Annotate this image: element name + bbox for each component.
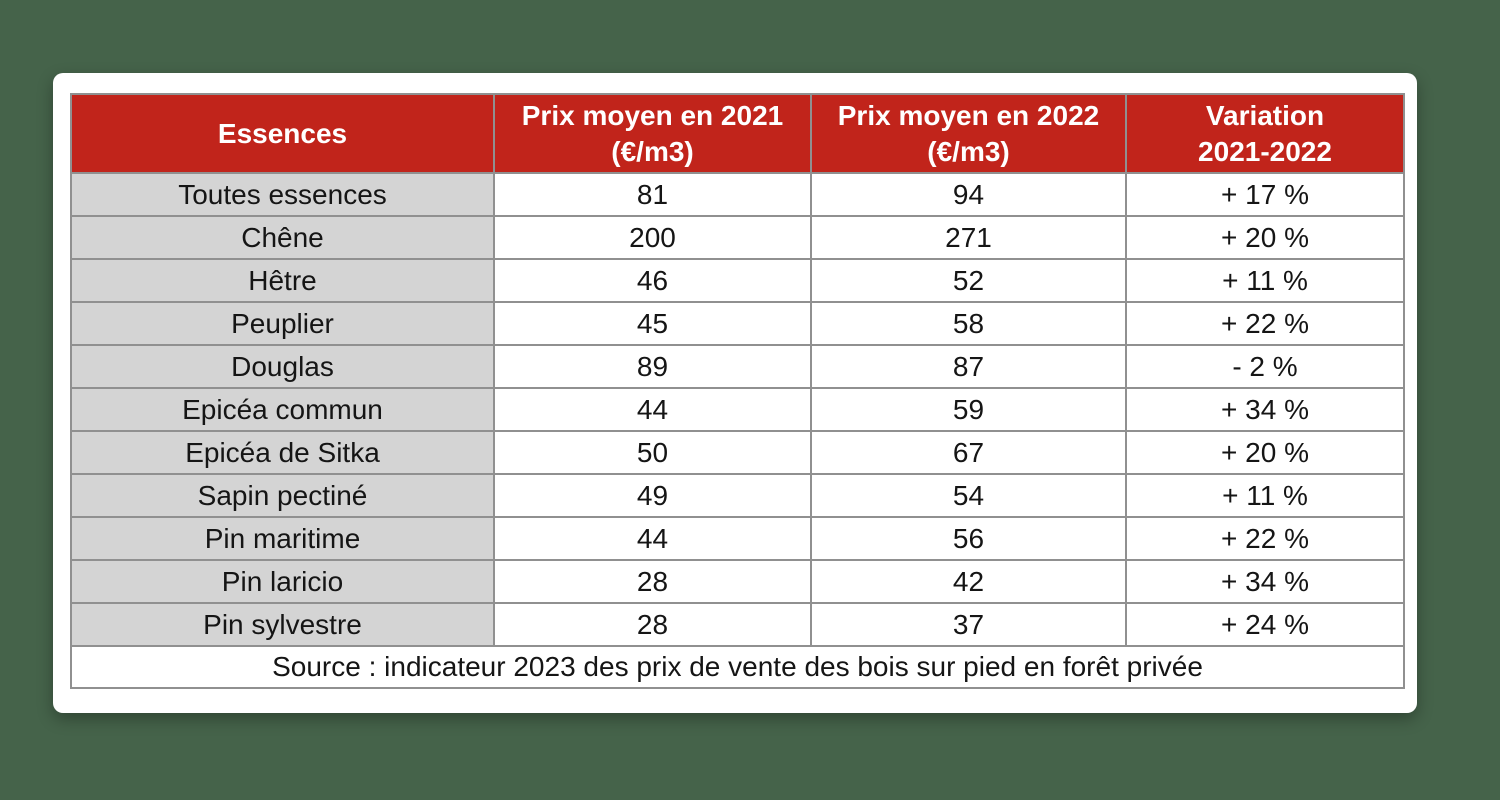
price-2021-cell: 28 xyxy=(493,602,812,647)
price-2021-cell: 89 xyxy=(493,344,812,389)
price-2021-cell: 200 xyxy=(493,215,812,260)
table-row: Pin laricio 28 42 + 34 % xyxy=(70,559,1405,604)
table-row: Douglas 89 87- 2 % xyxy=(70,344,1405,389)
table-header: Essences Prix moyen en 2021 (€/m3) Prix … xyxy=(70,93,1405,174)
price-2021-cell: 28 xyxy=(493,559,812,604)
price-2021-cell: 50 xyxy=(493,430,812,475)
essence-cell: Douglas xyxy=(70,344,495,389)
table-row: Chêne 200 271 + 20 % xyxy=(70,215,1405,260)
source-row: Source : indicateur 2023 des prix de ven… xyxy=(70,645,1405,689)
price-2022-cell: 87 xyxy=(810,344,1127,389)
header-cell-price-2022: Prix moyen en 2022 (€/m3) xyxy=(810,93,1127,174)
price-table: Essences Prix moyen en 2021 (€/m3) Prix … xyxy=(70,93,1405,689)
essence-cell: Pin maritime xyxy=(70,516,495,561)
header-row: Essences Prix moyen en 2021 (€/m3) Prix … xyxy=(70,93,1405,174)
price-2021-cell: 44 xyxy=(493,387,812,432)
essence-cell: Peuplier xyxy=(70,301,495,346)
price-2022-cell: 58 xyxy=(810,301,1127,346)
table-row: Epicéa de Sitka 50 67 + 20 % xyxy=(70,430,1405,475)
table-row: Pin sylvestre 28 37 + 24 % xyxy=(70,602,1405,647)
table-footer: Source : indicateur 2023 des prix de ven… xyxy=(70,645,1405,689)
price-2022-cell: 37 xyxy=(810,602,1127,647)
variation-cell: + 11 % xyxy=(1125,473,1405,518)
table-row: Sapin pectiné 49 54 + 11 % xyxy=(70,473,1405,518)
price-2022-cell: 59 xyxy=(810,387,1127,432)
price-2022-cell: 52 xyxy=(810,258,1127,303)
table-row: Pin maritime 44 56 + 22 % xyxy=(70,516,1405,561)
variation-cell: + 34 % xyxy=(1125,387,1405,432)
price-2022-cell: 67 xyxy=(810,430,1127,475)
table-row: Toutes essences 81 94 + 17 % xyxy=(70,172,1405,217)
price-2022-cell: 94 xyxy=(810,172,1127,217)
price-2022-cell: 54 xyxy=(810,473,1127,518)
essence-cell: Epicéa commun xyxy=(70,387,495,432)
variation-cell: + 22 % xyxy=(1125,301,1405,346)
price-2022-cell: 42 xyxy=(810,559,1127,604)
price-2021-cell: 45 xyxy=(493,301,812,346)
header-cell-essences: Essences xyxy=(70,93,495,174)
essence-cell: Sapin pectiné xyxy=(70,473,495,518)
variation-cell: - 2 % xyxy=(1125,344,1405,389)
essence-cell: Hêtre xyxy=(70,258,495,303)
price-2021-cell: 44 xyxy=(493,516,812,561)
header-cell-variation: Variation 2021-2022 xyxy=(1125,93,1405,174)
source-text: Source : indicateur 2023 des prix de ven… xyxy=(70,645,1405,689)
price-2021-cell: 81 xyxy=(493,172,812,217)
table-body: Toutes essences 81 94 + 17 % Chêne 200 271 + 20… xyxy=(70,172,1405,647)
essence-cell: Epicéa de Sitka xyxy=(70,430,495,475)
essence-cell: Pin sylvestre xyxy=(70,602,495,647)
variation-cell: + 24 % xyxy=(1125,602,1405,647)
table-row: Hêtre 46 52 + 11 % xyxy=(70,258,1405,303)
essence-cell: Toutes essences xyxy=(70,172,495,217)
header-cell-price-2021: Prix moyen en 2021 (€/m3) xyxy=(493,93,812,174)
table-row: Peuplier 45 58 + 22 % xyxy=(70,301,1405,346)
variation-cell: + 17 % xyxy=(1125,172,1405,217)
variation-cell: + 22 % xyxy=(1125,516,1405,561)
table-row: Epicéa commun 44 59 + 34 % xyxy=(70,387,1405,432)
variation-cell: + 11 % xyxy=(1125,258,1405,303)
essence-cell: Chêne xyxy=(70,215,495,260)
price-2022-cell: 271 xyxy=(810,215,1127,260)
essence-cell: Pin laricio xyxy=(70,559,495,604)
variation-cell: + 20 % xyxy=(1125,430,1405,475)
price-2021-cell: 46 xyxy=(493,258,812,303)
price-2022-cell: 56 xyxy=(810,516,1127,561)
variation-cell: + 34 % xyxy=(1125,559,1405,604)
price-2021-cell: 49 xyxy=(493,473,812,518)
variation-cell: + 20 % xyxy=(1125,215,1405,260)
table-card: Essences Prix moyen en 2021 (€/m3) Prix … xyxy=(53,73,1417,713)
